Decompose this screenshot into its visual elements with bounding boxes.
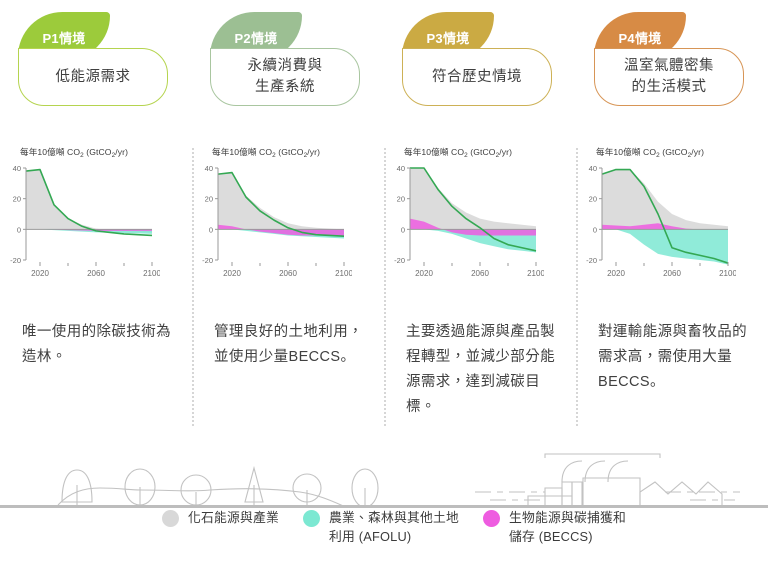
- svg-text:2020: 2020: [415, 269, 433, 278]
- legend-swatch-1: [162, 510, 180, 527]
- svg-text:0: 0: [17, 225, 21, 234]
- legend-item-3: 生物能源與碳捕獲和 儲存 (BECCS): [482, 508, 626, 569]
- chart-axis-title-main: 每年10億噸 CO: [212, 147, 273, 157]
- svg-text:40: 40: [205, 164, 213, 173]
- panel-separator-2: [384, 148, 386, 426]
- panel-separator-3: [576, 148, 578, 426]
- scenario-description-1: 唯一使用的除碳技術為造林。: [22, 324, 171, 365]
- scenario-chart-1: 每年10億噸 CO2 (GtCO2/yr) 40 20 0 -20 2020 2060 210…: [0, 146, 192, 306]
- chart-axis-title-sub2: 2: [687, 152, 692, 159]
- scenario-tag-label: P1情境: [42, 30, 86, 46]
- chart-axis-title-tail: (GtCO: [659, 147, 688, 157]
- svg-text:2060: 2060: [471, 269, 489, 278]
- scenario-title-card-3: 符合歷史情境: [402, 48, 552, 106]
- chart-axis-title-main: 每年10億噸 CO: [20, 147, 81, 157]
- legend-label-1: 化石能源與產業: [188, 510, 280, 525]
- legend-swatch-3: [482, 510, 500, 527]
- svg-text:2100: 2100: [527, 269, 544, 278]
- svg-text:2100: 2100: [143, 269, 160, 278]
- chart-axis-title-sub1: 2: [80, 152, 84, 159]
- legend-label-2: 農業、森林與其他土地 利用 (AFOLU): [329, 510, 459, 544]
- legend-item-2: 農業、森林與其他土地 利用 (AFOLU): [303, 508, 459, 569]
- chart-axis-title-sub1: 2: [656, 152, 660, 159]
- chart-axis-title-main: 每年10億噸 CO: [404, 147, 465, 157]
- chart-axis-title: 每年10億噸 CO2 (GtCO2/yr): [596, 146, 705, 159]
- legend-label-3: 生物能源與碳捕獲和 儲存 (BECCS): [508, 510, 626, 544]
- scenario-description-4: 對運輸能源與畜牧品的需求高，需使用大量BECCS。: [598, 324, 747, 390]
- svg-text:20: 20: [205, 195, 213, 204]
- scenario-panel-4: P4情境 溫室氣體密集 的生活模式 每年10億噸 CO2 (GtCO2/yr) 40 2…: [576, 0, 768, 430]
- bottom-illustration: [0, 430, 768, 509]
- chart-axis-title: 每年10億噸 CO2 (GtCO2/yr): [212, 146, 321, 159]
- scenario-panel-1: P1情境 低能源需求 每年10億噸 CO2 (GtCO2/yr) 40 20 0 -20 20…: [0, 0, 192, 430]
- scenario-header-3: P3情境符合歷史情境: [384, 0, 576, 140]
- chart-axis-title-sub2: 2: [303, 152, 308, 159]
- chart-axis-title-sub1: 2: [272, 152, 276, 159]
- legend: 化石能源與產業 農業、森林與其他土地 利用 (AFOLU) 生物能源與碳捕獲和 儲存…: [0, 508, 768, 569]
- svg-text:40: 40: [13, 164, 21, 173]
- svg-text:0: 0: [401, 225, 405, 234]
- scenario-title-card-2: 永續消費與 生產系統: [210, 48, 360, 106]
- legend-swatch-2: [303, 510, 321, 527]
- chart-axis-title-end: /yr): [499, 147, 513, 157]
- scenario-header-2: P2情境永續消費與 生產系統: [192, 0, 384, 140]
- svg-text:2060: 2060: [663, 269, 681, 278]
- chart-axis-title-sub2: 2: [495, 152, 500, 159]
- svg-text:2060: 2060: [279, 269, 297, 278]
- svg-text:40: 40: [589, 164, 597, 173]
- svg-text:20: 20: [589, 195, 597, 204]
- chart-axis-title-end: /yr): [691, 147, 705, 157]
- svg-text:0: 0: [209, 225, 213, 234]
- svg-text:2060: 2060: [87, 269, 105, 278]
- chart-axis-title-tail: (GtCO: [275, 147, 304, 157]
- chart-axis-title-sub1: 2: [464, 152, 468, 159]
- scenario-tag-label: P2情境: [234, 30, 278, 46]
- panel-separator-1: [192, 148, 194, 426]
- scenario-header-1: P1情境低能源需求: [0, 0, 192, 140]
- svg-text:-20: -20: [202, 256, 213, 265]
- chart-axis-title-end: /yr): [115, 147, 129, 157]
- scenario-tag-label: P3情境: [426, 30, 470, 46]
- svg-text:2100: 2100: [335, 269, 352, 278]
- scenario-description-3: 主要透過能源與產品製程轉型，並減少部分能源需求，達到減碳目標。: [406, 324, 555, 415]
- chart-axis-title: 每年10億噸 CO2 (GtCO2/yr): [20, 146, 129, 159]
- scenario-title-card-4: 溫室氣體密集 的生活模式: [594, 48, 744, 106]
- svg-text:0: 0: [593, 225, 597, 234]
- chart-axis-title-end: /yr): [307, 147, 321, 157]
- svg-text:2020: 2020: [31, 269, 49, 278]
- svg-text:-20: -20: [586, 256, 597, 265]
- svg-text:-20: -20: [394, 256, 405, 265]
- scenario-title: 永續消費與 生產系統: [247, 58, 323, 95]
- svg-text:20: 20: [13, 195, 21, 204]
- scenario-chart-2: 每年10億噸 CO2 (GtCO2/yr) 40 20 0 -20 2020 2060 210…: [192, 146, 384, 306]
- scenario-header-4: P4情境溫室氣體密集 的生活模式: [576, 0, 768, 140]
- scenario-panel-2: P2情境 永續消費與 生產系統 每年10億噸 CO2 (GtCO2/yr) 40 20 0…: [192, 0, 384, 430]
- chart-axis-title-main: 每年10億噸 CO: [596, 147, 657, 157]
- scenario-description-2: 管理良好的土地利用，並使用少量BECCS。: [214, 324, 363, 365]
- svg-text:2100: 2100: [719, 269, 736, 278]
- scenario-title: 符合歷史情境: [432, 68, 522, 85]
- chart-axis-title-tail: (GtCO: [83, 147, 112, 157]
- panel-container: P1情境 低能源需求 每年10億噸 CO2 (GtCO2/yr) 40 20 0 -20 20…: [0, 0, 768, 430]
- scenario-title: 低能源需求: [55, 68, 131, 85]
- svg-text:2020: 2020: [223, 269, 241, 278]
- scenario-title-card-1: 低能源需求: [18, 48, 168, 106]
- scenario-title: 溫室氣體密集 的生活模式: [624, 58, 714, 95]
- svg-text:2020: 2020: [607, 269, 625, 278]
- scenario-chart-3: 每年10億噸 CO2 (GtCO2/yr) 40 20 0 -20 2020 2060 210…: [384, 146, 576, 306]
- svg-text:20: 20: [397, 195, 405, 204]
- scenario-panel-3: P3情境 符合歷史情境 每年10億噸 CO2 (GtCO2/yr) 40 20 0 -20 2…: [384, 0, 576, 430]
- chart-axis-title-tail: (GtCO: [467, 147, 496, 157]
- legend-items: 化石能源與產業 農業、森林與其他土地 利用 (AFOLU) 生物能源與碳捕獲和 儲存…: [142, 508, 626, 569]
- chart-axis-title: 每年10億噸 CO2 (GtCO2/yr): [404, 146, 513, 159]
- scenario-tag-label: P4情境: [618, 30, 662, 46]
- legend-item-1: 化石能源與產業: [162, 508, 279, 569]
- scenario-chart-4: 每年10億噸 CO2 (GtCO2/yr) 40 20 0 -20 2020 2060 210…: [576, 146, 768, 306]
- svg-text:40: 40: [397, 164, 405, 173]
- chart-axis-title-sub2: 2: [111, 152, 116, 159]
- svg-text:-20: -20: [10, 256, 21, 265]
